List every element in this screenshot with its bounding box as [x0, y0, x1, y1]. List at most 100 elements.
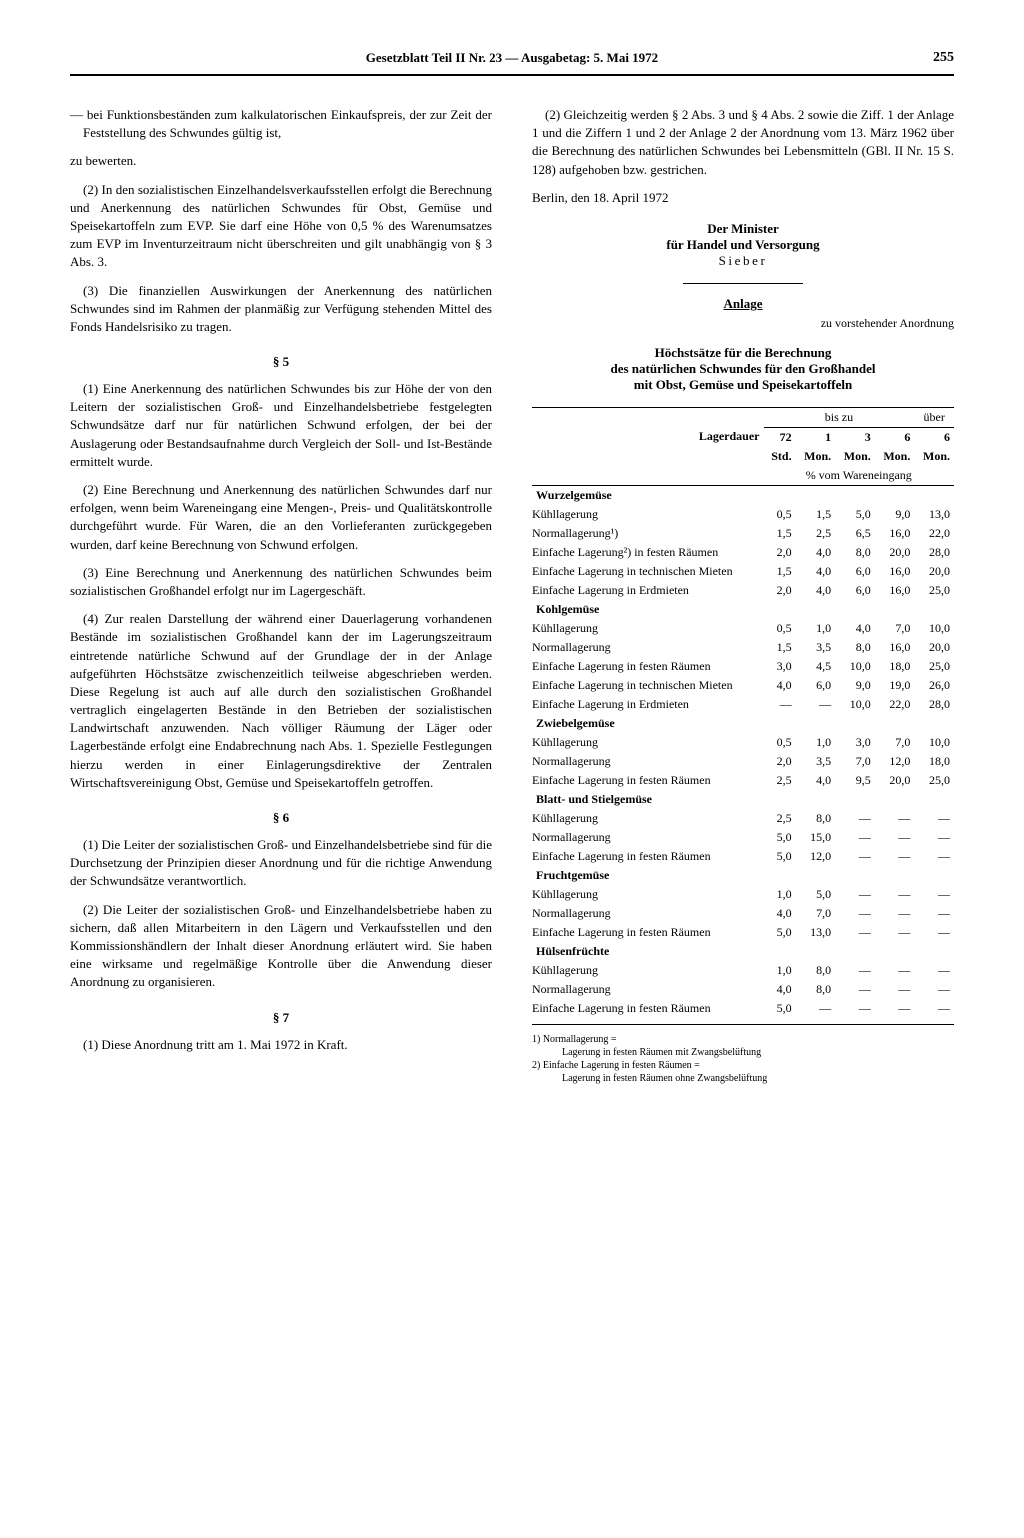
- category-head: Zwiebelgemüse: [532, 714, 954, 733]
- cell: —: [875, 885, 915, 904]
- row-label: Einfache Lagerung in festen Räumen: [532, 847, 764, 866]
- cell: —: [835, 961, 875, 980]
- cell: —: [796, 695, 836, 714]
- cell: —: [875, 961, 915, 980]
- row-label: Normallagerung: [532, 752, 764, 771]
- row-label: Einfache Lagerung in Erdmieten: [532, 581, 764, 600]
- minister-title-2: für Handel und Versorgung: [532, 237, 954, 253]
- cell: —: [875, 923, 915, 942]
- cell: 5,0: [764, 999, 796, 1018]
- cell: 28,0: [914, 695, 954, 714]
- col-mon1: Mon.: [796, 447, 836, 466]
- table-row: Normallagerung2,03,57,012,018,0: [532, 752, 954, 771]
- anlage-heading: Höchstsätze für die Berechnung des natür…: [532, 345, 954, 393]
- cell: 8,0: [796, 961, 836, 980]
- cell: —: [835, 828, 875, 847]
- cell: 5,0: [764, 923, 796, 942]
- row-label: Kühllagerung: [532, 961, 764, 980]
- storage-table: Lagerdauer bis zu über 72 1 3 6 6 Std. M…: [532, 407, 954, 1018]
- cell: 20,0: [914, 562, 954, 581]
- row-label: Einfache Lagerung in technischen Mieten: [532, 676, 764, 695]
- cell: 1,5: [796, 505, 836, 524]
- content-columns: — bei Funktionsbeständen zum kalkulatori…: [70, 106, 954, 1085]
- cell: 3,0: [764, 657, 796, 676]
- cell: 8,0: [796, 980, 836, 999]
- row-label: Einfache Lagerung in festen Räumen: [532, 999, 764, 1018]
- cell: 2,5: [796, 524, 836, 543]
- col-72: 72: [764, 427, 796, 447]
- row-label: Einfache Lagerung in Erdmieten: [532, 695, 764, 714]
- anlage-subtitle: zu vorstehender Anordnung: [532, 316, 954, 331]
- footnotes: 1) Normallagerung = Lagerung in festen R…: [532, 1033, 954, 1085]
- table-row: Einfache Lagerung²) in festen Räumen2,04…: [532, 543, 954, 562]
- cell: 10,0: [914, 733, 954, 752]
- table-row: Kühllagerung0,51,04,07,010,0: [532, 619, 954, 638]
- cell: 1,0: [764, 885, 796, 904]
- footnote-1: 1) Normallagerung = Lagerung in festen R…: [532, 1033, 954, 1059]
- cell: 20,0: [914, 638, 954, 657]
- table-row: Einfache Lagerung in festen Räumen5,013,…: [532, 923, 954, 942]
- cell: 4,0: [764, 676, 796, 695]
- row-label: Einfache Lagerung in festen Räumen: [532, 657, 764, 676]
- cell: 4,0: [796, 562, 836, 581]
- text: (3) Die finanziellen Auswirkungen der An…: [70, 282, 492, 337]
- cell: 6,0: [835, 562, 875, 581]
- cell: 3,5: [796, 638, 836, 657]
- table-row: Kühllagerung0,51,55,09,013,0: [532, 505, 954, 524]
- col-mon6o: Mon.: [914, 447, 954, 466]
- anlage-h1: Höchstsätze für die Berechnung: [532, 345, 954, 361]
- pct-label: % vom Wareneingang: [764, 466, 955, 486]
- cell: 20,0: [875, 771, 915, 790]
- row-label: Einfache Lagerung²) in festen Räumen: [532, 543, 764, 562]
- minister-title-1: Der Minister: [532, 221, 954, 237]
- cell: —: [914, 885, 954, 904]
- table-row: Kühllagerung1,08,0———: [532, 961, 954, 980]
- cell: 12,0: [875, 752, 915, 771]
- table-row: Kühllagerung0,51,03,07,010,0: [532, 733, 954, 752]
- cell: —: [914, 999, 954, 1018]
- col-mon6: Mon.: [875, 447, 915, 466]
- cell: —: [835, 904, 875, 923]
- cell: 7,0: [875, 619, 915, 638]
- cell: 9,5: [835, 771, 875, 790]
- anlage-h2: des natürlichen Schwundes für den Großha…: [532, 361, 954, 377]
- cell: 6,0: [835, 581, 875, 600]
- cell: 13,0: [914, 505, 954, 524]
- table-row: Normallagerung4,07,0———: [532, 904, 954, 923]
- cell: 7,0: [835, 752, 875, 771]
- category-head: Blatt- und Stielgemüse: [532, 790, 954, 809]
- cell: 6,5: [835, 524, 875, 543]
- cell: —: [835, 847, 875, 866]
- table-row: Einfache Lagerung in Erdmieten——10,022,0…: [532, 695, 954, 714]
- cell: 3,0: [835, 733, 875, 752]
- cell: 22,0: [914, 524, 954, 543]
- row-label: Kühllagerung: [532, 505, 764, 524]
- category-head: Kohlgemüse: [532, 600, 954, 619]
- cell: —: [835, 809, 875, 828]
- cell: 4,5: [796, 657, 836, 676]
- cell: 25,0: [914, 657, 954, 676]
- col-6-over: 6: [914, 427, 954, 447]
- cell: —: [914, 923, 954, 942]
- text: (1) Diese Anordnung tritt am 1. Mai 1972…: [70, 1036, 492, 1054]
- footnote-2: 2) Einfache Lagerung in festen Räumen = …: [532, 1059, 954, 1085]
- col-bis-zu: bis zu: [764, 407, 915, 427]
- cell: 2,0: [764, 543, 796, 562]
- cell: —: [796, 999, 836, 1018]
- cell: 0,5: [764, 733, 796, 752]
- table-row: Normallagerung¹)1,52,56,516,022,0: [532, 524, 954, 543]
- divider: [683, 283, 803, 284]
- cell: 18,0: [875, 657, 915, 676]
- cell: 9,0: [835, 676, 875, 695]
- cell: 5,0: [764, 828, 796, 847]
- cell: 10,0: [914, 619, 954, 638]
- table-row: Einfache Lagerung in Erdmieten2,04,06,01…: [532, 581, 954, 600]
- cell: 1,5: [764, 638, 796, 657]
- cell: —: [875, 828, 915, 847]
- cell: 19,0: [875, 676, 915, 695]
- cell: 0,5: [764, 505, 796, 524]
- cell: —: [914, 961, 954, 980]
- cell: 25,0: [914, 581, 954, 600]
- cell: 2,0: [764, 581, 796, 600]
- cell: —: [914, 980, 954, 999]
